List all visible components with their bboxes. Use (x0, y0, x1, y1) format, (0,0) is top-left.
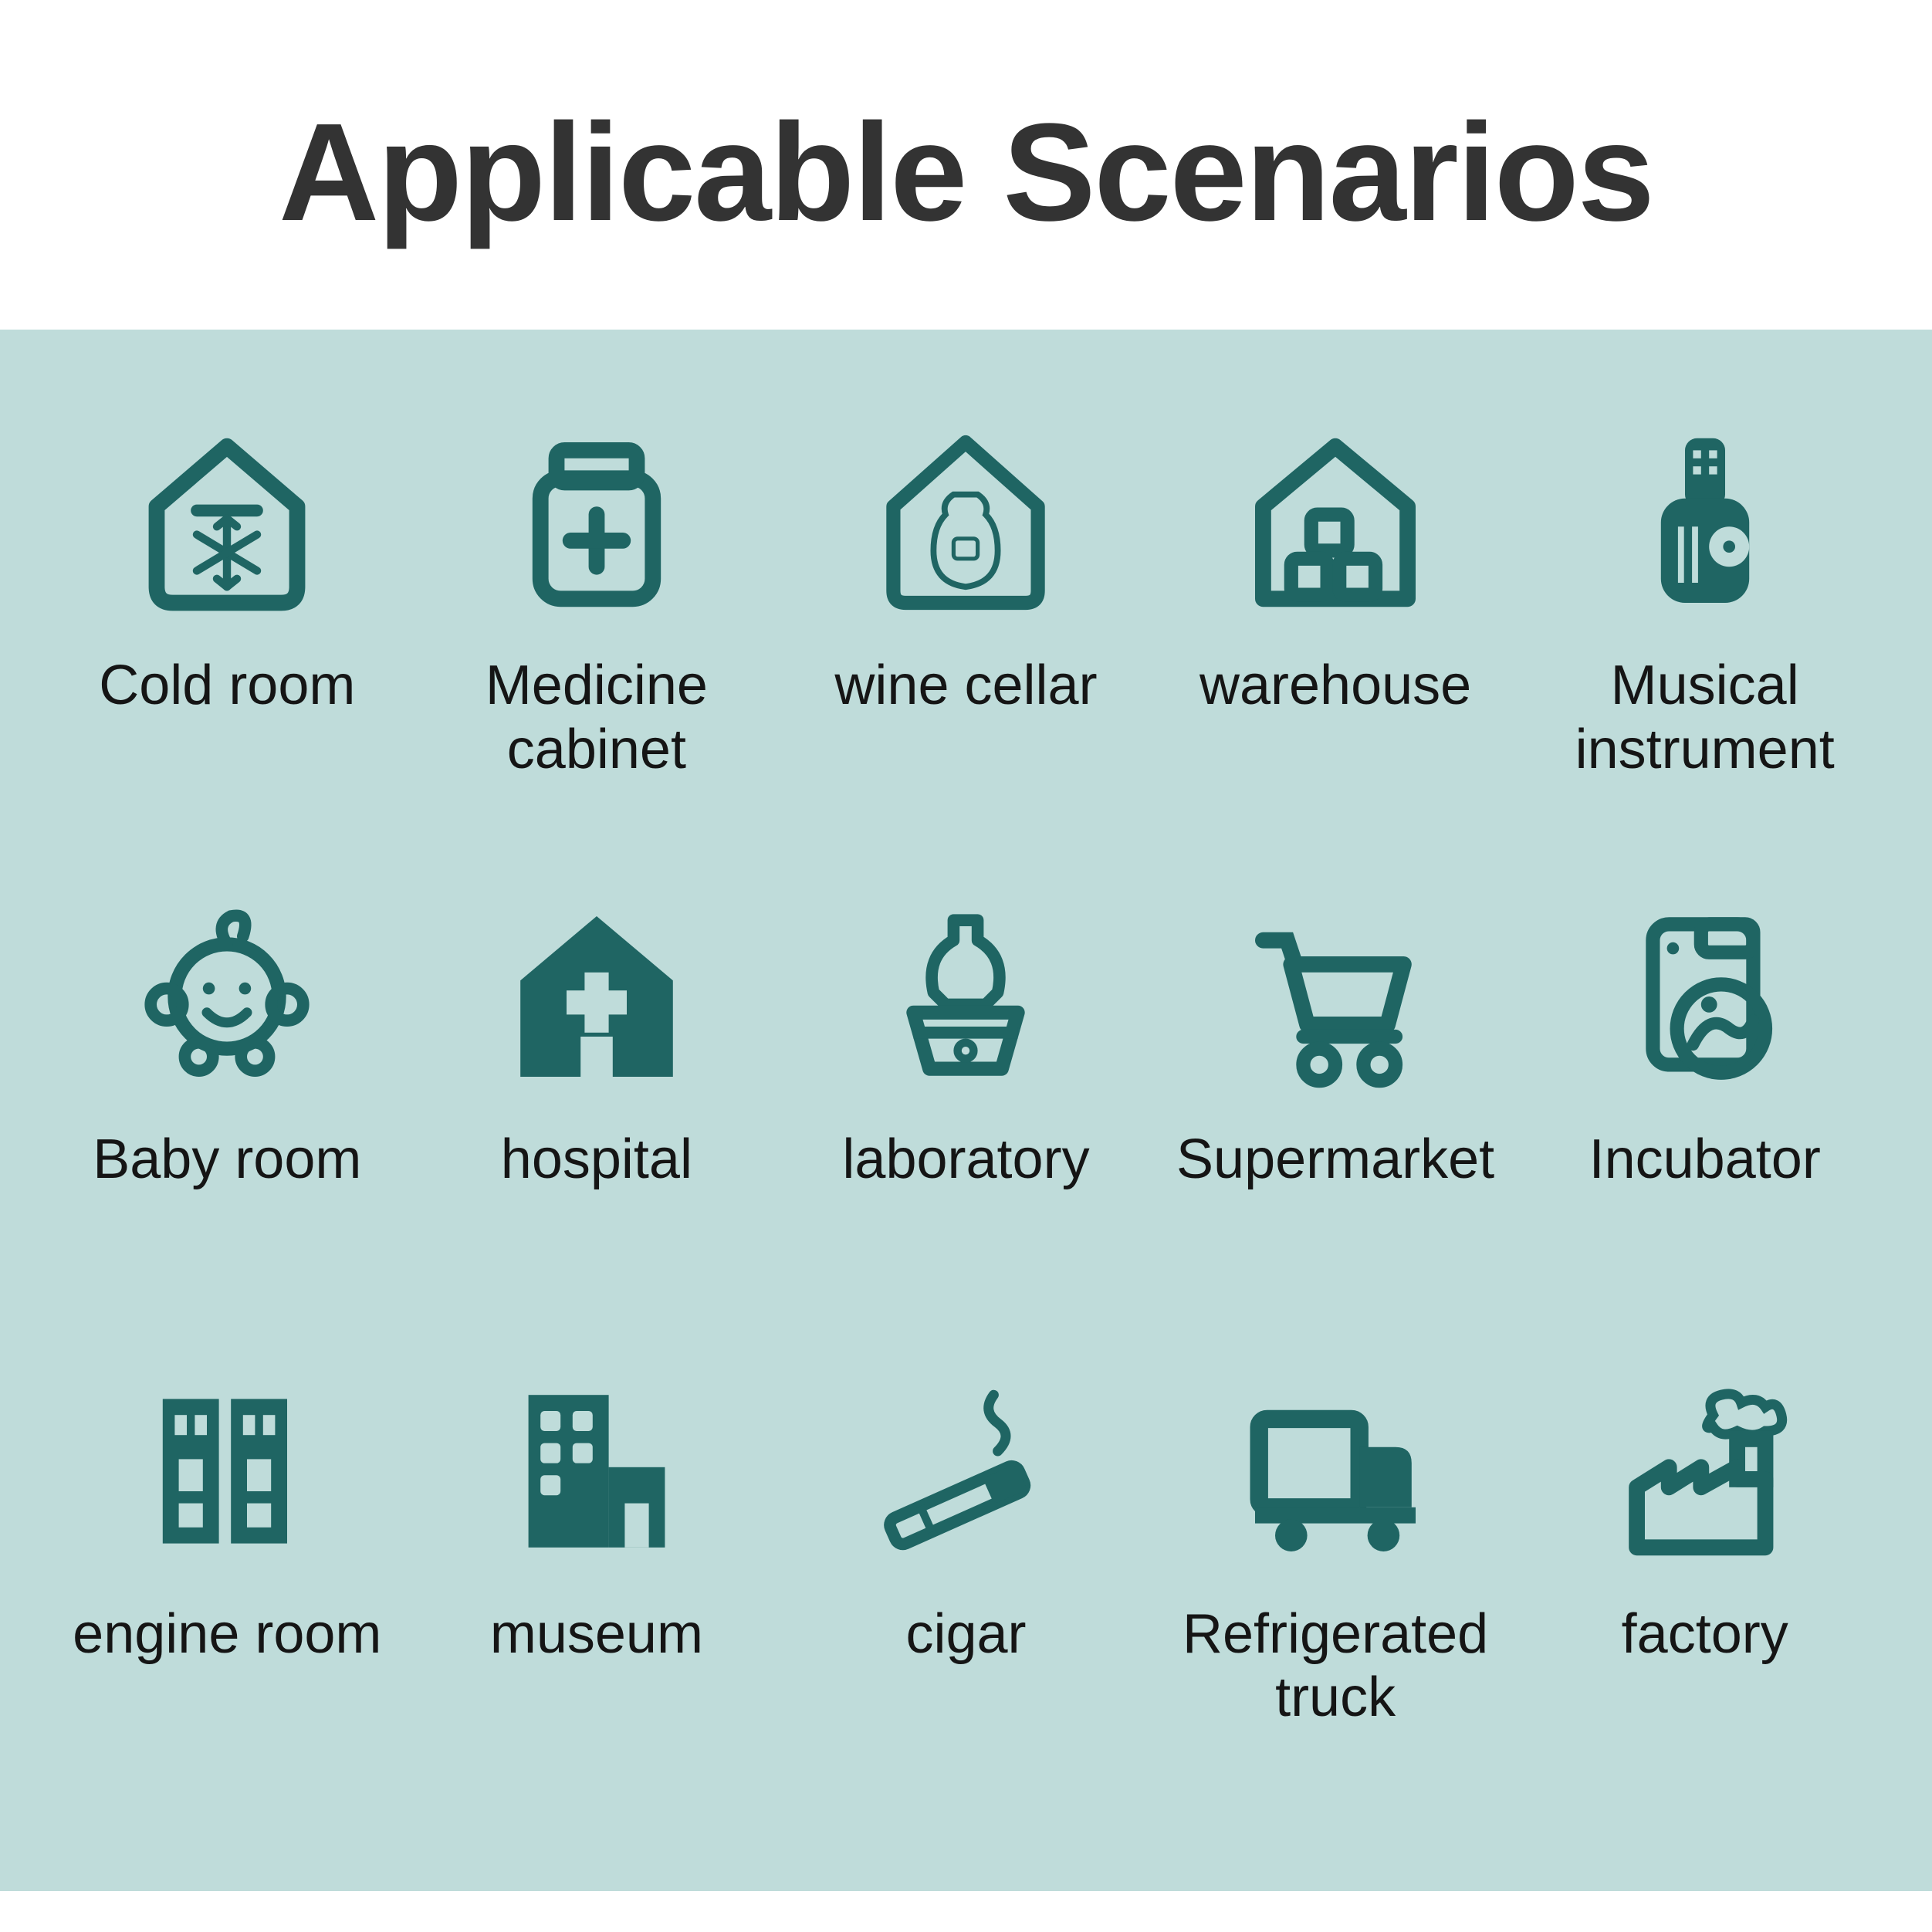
cell-wine-cellar: wine cellar (785, 407, 1147, 850)
scenarios-panel: Cold room Medicine cabinet (0, 330, 1932, 1891)
supermarket-icon (1220, 881, 1451, 1112)
engine-room-label: engine room (73, 1602, 381, 1666)
museum-icon (481, 1355, 712, 1587)
factory-icon (1589, 1355, 1821, 1587)
refrigerated-truck-icon (1220, 1355, 1451, 1587)
medicine-cabinet-label: Medicine cabinet (427, 654, 766, 782)
engine-room-icon (111, 1355, 343, 1587)
cold-room-icon (111, 407, 343, 638)
cell-cold-room: Cold room (46, 407, 408, 850)
scenarios-grid: Cold room Medicine cabinet (46, 407, 1886, 1798)
laboratory-label: laboratory (842, 1128, 1089, 1192)
cell-factory: factory (1524, 1355, 1886, 1798)
hospital-label: hospital (501, 1128, 692, 1192)
musical-instrument-label: Musical instrument (1535, 654, 1875, 782)
wine-cellar-icon (850, 407, 1081, 638)
cell-museum: museum (416, 1355, 778, 1798)
cell-baby-room: Baby room (46, 881, 408, 1324)
cell-supermarket: Supermarket (1155, 881, 1517, 1324)
cell-medicine-cabinet: Medicine cabinet (416, 407, 778, 850)
supermarket-label: Supermarket (1176, 1128, 1494, 1192)
cigar-icon (850, 1355, 1081, 1587)
cell-musical-instrument: Musical instrument (1524, 407, 1886, 850)
hospital-icon (481, 881, 712, 1112)
cold-room-label: Cold room (99, 654, 355, 718)
medicine-cabinet-icon (481, 407, 712, 638)
baby-room-icon (111, 881, 343, 1112)
cell-hospital: hospital (416, 881, 778, 1324)
incubator-label: Incubator (1589, 1128, 1821, 1192)
cell-cigar: cigar (785, 1355, 1147, 1798)
wine-cellar-label: wine cellar (834, 654, 1097, 718)
header: Applicable Scenarios (0, 0, 1932, 330)
cell-incubator: Incubator (1524, 881, 1886, 1324)
cell-warehouse: warehouse (1155, 407, 1517, 850)
incubator-icon (1589, 881, 1821, 1112)
warehouse-icon (1220, 407, 1451, 638)
factory-label: factory (1622, 1602, 1788, 1666)
page-title: Applicable Scenarios (0, 93, 1932, 252)
cell-laboratory: laboratory (785, 881, 1147, 1324)
cell-refrigerated-truck: Refrigerated truck (1155, 1355, 1517, 1798)
musical-instrument-icon (1589, 407, 1821, 638)
refrigerated-truck-label: Refrigerated truck (1166, 1602, 1505, 1731)
cell-engine-room: engine room (46, 1355, 408, 1798)
warehouse-label: warehouse (1199, 654, 1471, 718)
laboratory-icon (850, 881, 1081, 1112)
museum-label: museum (490, 1602, 703, 1666)
cigar-label: cigar (905, 1602, 1026, 1666)
baby-room-label: Baby room (93, 1128, 361, 1192)
